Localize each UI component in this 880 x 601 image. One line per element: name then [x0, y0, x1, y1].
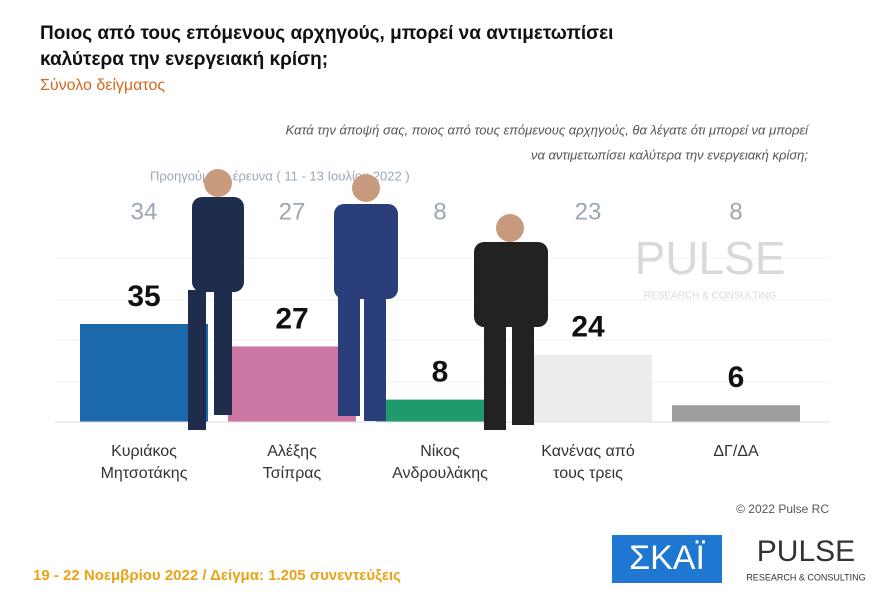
category-label: τους τρεις	[553, 465, 623, 482]
bar	[376, 399, 504, 422]
bar	[524, 354, 652, 422]
previous-value: 27	[279, 198, 306, 225]
value-label: 6	[728, 361, 745, 394]
previous-value: 8	[729, 198, 742, 225]
previous-value: 23	[575, 198, 602, 225]
category-label: Κανένας από	[541, 443, 635, 460]
previous-value: 8	[433, 198, 446, 225]
category-label: Νίκος	[420, 443, 460, 460]
category-label: ΔΓ/ΔΑ	[713, 443, 759, 460]
pulse-logo: PULSE	[757, 535, 855, 568]
value-label: 24	[571, 311, 605, 344]
category-label: Μητσοτάκης	[101, 465, 188, 482]
photos	[188, 169, 548, 430]
chart-title: Ποιος από τους επόμενους αρχηγούς, μπορε…	[40, 23, 613, 44]
skai-logo-text: ΣΚΑΪ	[629, 539, 705, 577]
question: Κατά την άποψή σας, ποιος από τους επόμε…	[286, 122, 809, 137]
category-label: Τσίπρας	[263, 465, 322, 482]
question: να αντιμετωπίσει καλύτερα την ενεργειακή…	[531, 147, 808, 162]
chart-title: καλύτερα την ενεργειακή κρίση;	[40, 49, 328, 70]
copyright: © 2022 Pulse RC	[736, 502, 829, 516]
watermark: PULSE	[635, 232, 786, 284]
previous-value: 34	[131, 198, 158, 225]
value-label: 8	[432, 356, 449, 389]
value-label: 35	[127, 280, 160, 313]
bar	[228, 346, 356, 422]
category-label: Κυριάκος	[111, 443, 177, 460]
pulse-logo-tagline: RESEARCH & CONSULTING	[746, 572, 865, 582]
bar	[80, 324, 208, 422]
category-label: Αλέξης	[267, 443, 317, 460]
skai-logo	[612, 535, 722, 583]
watermark-tagline: RESEARCH & CONSULTING	[644, 291, 777, 302]
chart-subtitle: Σύνολο δείγματος	[40, 77, 165, 94]
footer: 19 - 22 Νοεμβρίου 2022 / Δείγμα: 1.205 σ…	[33, 567, 401, 584]
bar	[672, 405, 800, 422]
category-label: Ανδρουλάκης	[392, 465, 488, 482]
value-label: 27	[275, 302, 308, 335]
